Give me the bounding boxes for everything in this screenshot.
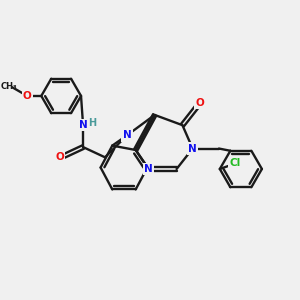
Text: H: H (88, 118, 96, 128)
Text: N: N (79, 120, 87, 130)
Text: N: N (122, 130, 131, 140)
Text: O: O (23, 91, 32, 101)
Text: CH₃: CH₃ (0, 82, 17, 91)
Text: O: O (196, 98, 204, 108)
Text: O: O (55, 152, 64, 162)
Text: N: N (188, 143, 197, 154)
Text: N: N (144, 164, 153, 174)
Text: Cl: Cl (230, 158, 241, 168)
